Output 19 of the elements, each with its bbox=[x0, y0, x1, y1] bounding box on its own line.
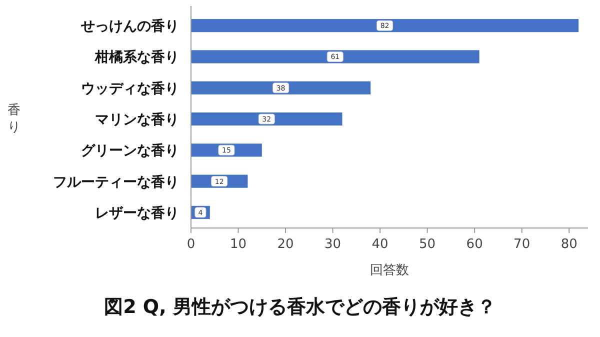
x-tick-label: 20 bbox=[277, 237, 294, 252]
x-tick-label: 0 bbox=[186, 237, 196, 252]
x-tick-label: 80 bbox=[560, 237, 578, 252]
x-axis-title: 回答数 bbox=[370, 263, 409, 278]
x-tick-label: 30 bbox=[324, 237, 342, 252]
y-tick-label: ウッディな香り bbox=[81, 80, 179, 97]
x-tick-label: 10 bbox=[230, 237, 247, 252]
y-tick-label: グリーンな香り bbox=[81, 143, 179, 160]
y-tick-label: せっけんの香り bbox=[80, 18, 179, 35]
x-tick-label: 50 bbox=[419, 237, 436, 252]
y-tick-label: フルーティーな香り bbox=[53, 174, 179, 190]
x-tick-label: 40 bbox=[372, 237, 388, 252]
text: 図2 Q, 男性がつける香水でどの香りが好き？ bbox=[104, 296, 496, 318]
x-tick-label: 70 bbox=[514, 237, 530, 252]
y-tick-label: レザーな香り bbox=[95, 205, 179, 222]
y-tick-label: マリンな香り bbox=[95, 112, 179, 128]
y-tick-label: 柑橘系な香り bbox=[94, 50, 179, 66]
x-tick-label: 60 bbox=[466, 237, 483, 252]
y-axis-title: 香り bbox=[8, 103, 20, 135]
